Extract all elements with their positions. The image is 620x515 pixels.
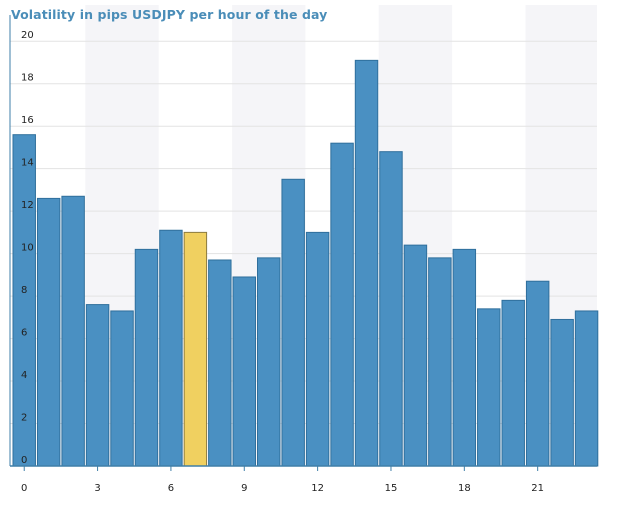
bar-hour-11[interactable]	[281, 178, 305, 467]
y-tick-label: 8	[21, 285, 27, 296]
y-tick-labels: 0 2 4 6 8 10 12 14 16 18 20	[21, 30, 34, 466]
y-tick-label: 18	[21, 73, 34, 84]
bar-hour-19[interactable]	[477, 308, 501, 467]
x-tick-label: 6	[168, 483, 174, 494]
y-tick-label: 14	[21, 158, 34, 169]
bar-hour-20[interactable]	[501, 299, 525, 467]
bar-hour-22[interactable]	[550, 318, 574, 467]
axes	[9, 15, 597, 467]
bar-hour-21[interactable]	[525, 280, 550, 467]
x-tick-labels: 0 3 6 9 12 15 18 21	[21, 466, 544, 494]
bar-hour-10[interactable]	[257, 257, 281, 467]
x-tick-label: 9	[241, 483, 247, 494]
bar-hour-6[interactable]	[159, 229, 183, 467]
y-tick-label: 0	[21, 455, 27, 466]
y-tick-label: 16	[21, 115, 34, 126]
chart-title: Volatility in pips USDJPY per hour of th…	[11, 7, 328, 22]
x-tick-label: 3	[94, 483, 100, 494]
y-tick-label: 6	[21, 328, 27, 339]
bar-hour-14[interactable]	[354, 59, 379, 467]
bar-hour-17[interactable]	[428, 257, 452, 467]
x-tick-label: 15	[385, 483, 398, 494]
bar-hour-5[interactable]	[134, 248, 159, 467]
bar-hour-12[interactable]	[305, 231, 330, 467]
bar-hour-2[interactable]	[61, 195, 85, 467]
bar-hour-23[interactable]	[574, 310, 599, 467]
y-tick-label: 12	[21, 200, 34, 211]
bars	[12, 59, 599, 467]
x-tick-label: 12	[311, 483, 324, 494]
bar-hour-8[interactable]	[208, 259, 232, 467]
bar-hour-16[interactable]	[403, 244, 428, 467]
bar-hour-3[interactable]	[85, 304, 110, 467]
y-tick-label: 20	[21, 30, 34, 41]
x-tick-label: 18	[458, 483, 471, 494]
y-tick-label: 4	[21, 370, 27, 381]
bar-hour-15[interactable]	[379, 151, 403, 467]
bar-hour-7[interactable]	[183, 231, 208, 467]
bar-hour-13[interactable]	[330, 142, 354, 467]
x-tick-label: 0	[21, 483, 27, 494]
bar-hour-1[interactable]	[36, 197, 61, 467]
y-tick-label: 2	[21, 413, 27, 424]
bar-hour-4[interactable]	[110, 310, 134, 467]
y-tick-label: 10	[21, 243, 34, 254]
x-tick-label: 21	[531, 483, 544, 494]
bar-hour-9[interactable]	[232, 276, 257, 467]
bar-hour-18[interactable]	[452, 248, 477, 467]
